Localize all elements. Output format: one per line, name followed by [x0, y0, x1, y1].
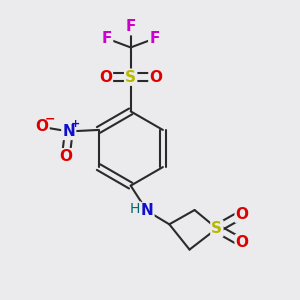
Text: F: F	[102, 31, 112, 46]
Text: O: O	[59, 149, 72, 164]
Text: O: O	[236, 235, 249, 250]
Text: O: O	[149, 70, 162, 85]
Text: O: O	[236, 207, 249, 222]
Text: N: N	[62, 124, 75, 139]
Text: O: O	[35, 119, 49, 134]
Text: F: F	[125, 19, 136, 34]
Text: S: S	[212, 221, 222, 236]
Text: −: −	[44, 113, 55, 126]
Text: O: O	[99, 70, 112, 85]
Text: S: S	[125, 70, 136, 85]
Text: N: N	[141, 203, 153, 218]
Text: H: H	[130, 202, 140, 216]
Text: F: F	[149, 31, 160, 46]
Text: +: +	[71, 119, 80, 129]
